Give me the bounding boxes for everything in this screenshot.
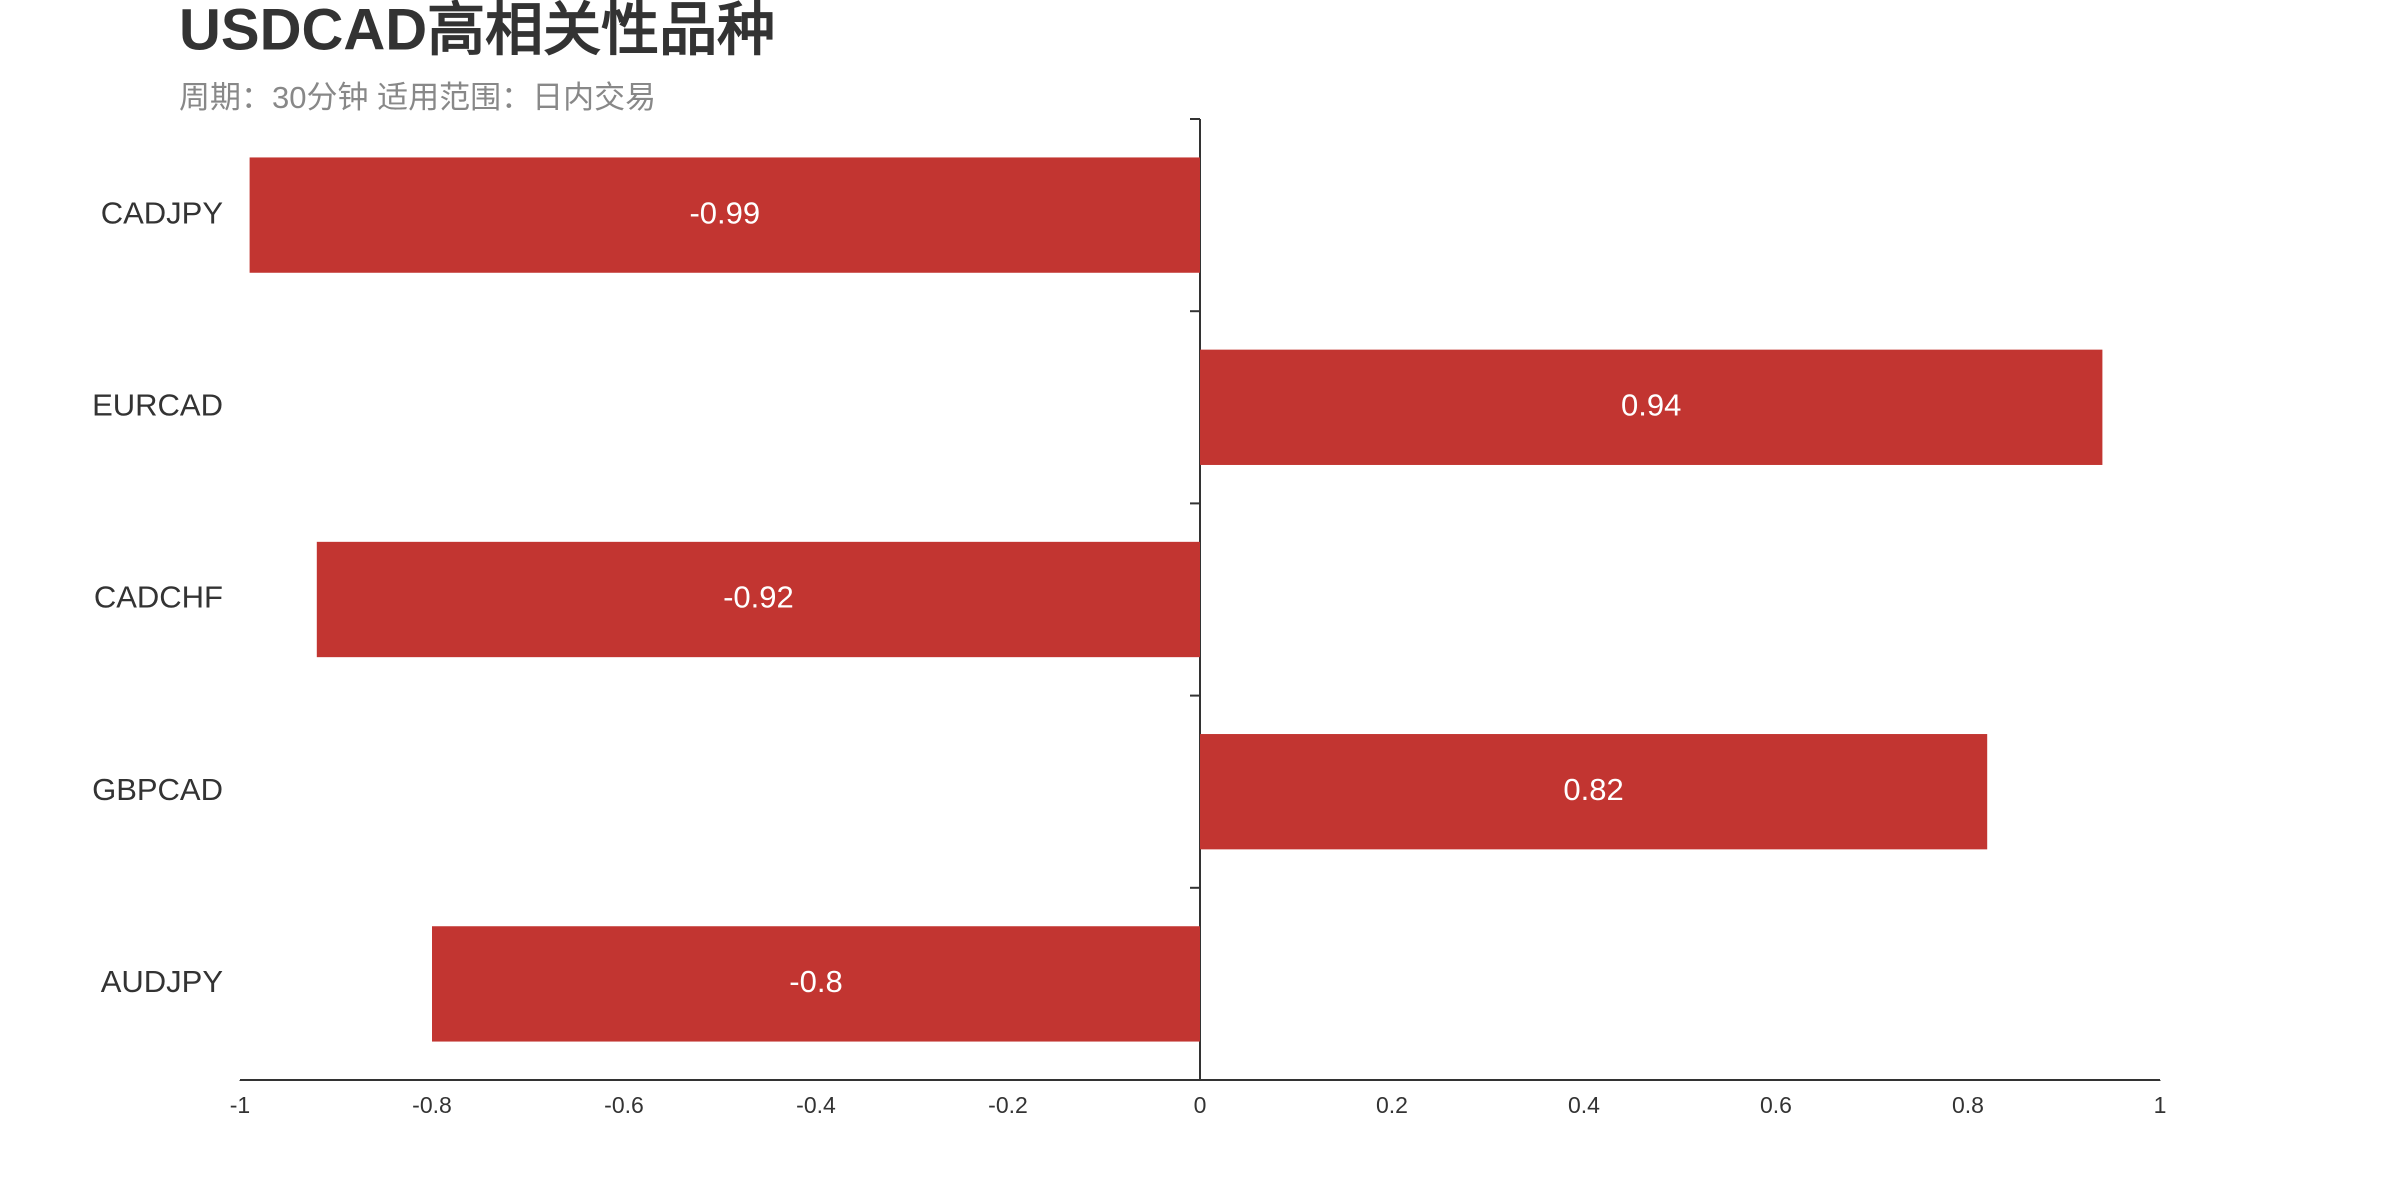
y-tick-label: AUDJPY xyxy=(101,964,223,999)
bar xyxy=(249,157,1201,273)
x-tick-label: -1 xyxy=(230,1092,250,1118)
x-tick-label: -0.6 xyxy=(604,1092,644,1118)
value-label: -0.99 xyxy=(689,195,760,230)
x-tick-label: -0.4 xyxy=(796,1092,836,1118)
bar xyxy=(316,541,1200,658)
value-label: 0.94 xyxy=(1621,387,1681,422)
bar xyxy=(1200,734,1988,850)
value-label: -0.92 xyxy=(723,580,794,615)
x-tick-label: 1 xyxy=(2154,1092,2167,1118)
x-tick-label: -0.2 xyxy=(988,1092,1028,1118)
x-tick-label: 0.8 xyxy=(1952,1092,1984,1118)
bar xyxy=(1200,349,2103,465)
chart-title: USDCAD高相关性品种 xyxy=(179,0,775,62)
y-tick-label: CADJPY xyxy=(101,195,223,230)
x-tick-label: 0.4 xyxy=(1568,1092,1600,1118)
value-label: -0.8 xyxy=(789,964,842,999)
y-tick-label: GBPCAD xyxy=(92,772,223,807)
y-tick-label: CADCHF xyxy=(94,580,223,615)
x-tick-label: 0 xyxy=(1194,1092,1207,1118)
chart-subtitle: 周期：30分钟 适用范围：日内交易 xyxy=(179,80,656,115)
x-tick-label: 0.2 xyxy=(1376,1092,1408,1118)
bar xyxy=(432,926,1200,1042)
x-tick-label: -0.8 xyxy=(412,1092,452,1118)
y-tick-label: EURCAD xyxy=(92,387,223,422)
value-label: 0.82 xyxy=(1563,772,1623,807)
x-tick-label: 0.6 xyxy=(1760,1092,1792,1118)
